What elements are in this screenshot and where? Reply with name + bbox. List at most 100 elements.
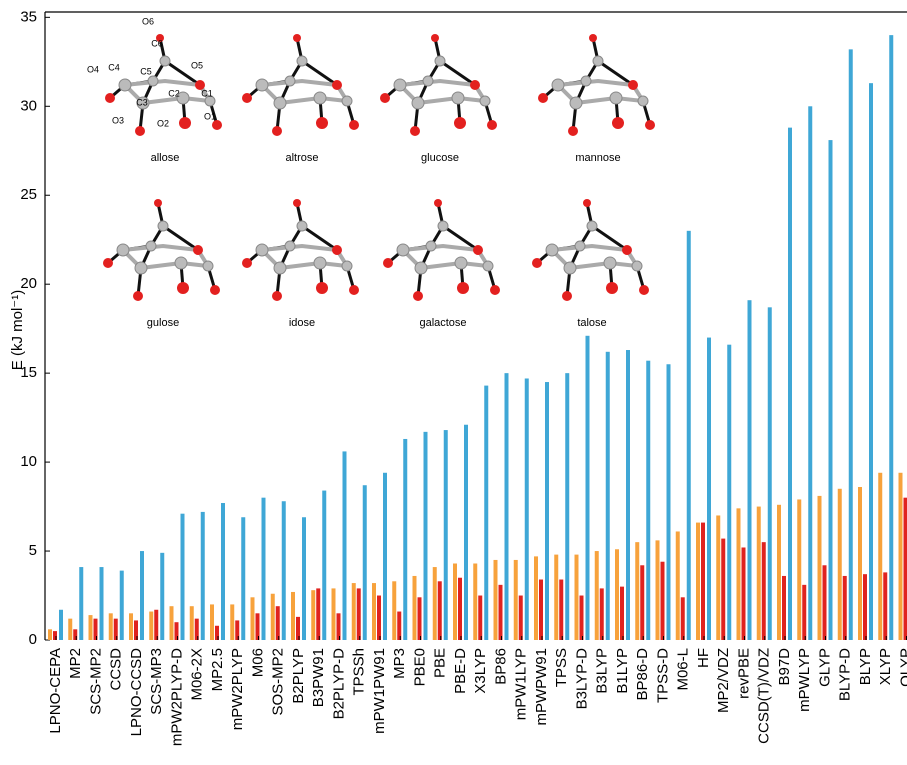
x-tick-label: PBE-D (452, 648, 469, 694)
bar (255, 613, 260, 640)
x-tick-label: B3PW91 (310, 648, 327, 707)
molecule (101, 197, 222, 303)
bar (392, 581, 397, 640)
bar (788, 127, 792, 640)
bar (615, 549, 619, 640)
bar (782, 575, 786, 640)
bar (322, 490, 327, 640)
bar (626, 350, 630, 640)
bar (498, 584, 503, 640)
x-tick-label: M06-L (675, 648, 692, 691)
bar (291, 591, 295, 640)
bar (113, 618, 118, 640)
bar (599, 588, 604, 640)
bar (767, 307, 772, 640)
inset-label: mannose (575, 152, 620, 164)
bar (756, 506, 761, 640)
bar (797, 499, 802, 640)
bar (99, 567, 104, 640)
x-tick-label: M06 (249, 648, 266, 677)
bar (478, 595, 483, 640)
x-tick-label: HF (695, 648, 712, 668)
atom-label: O3 (112, 115, 124, 125)
bar (680, 597, 685, 640)
bar (655, 540, 660, 640)
bar (134, 620, 138, 640)
x-tick-label: B2PLYP (290, 648, 307, 704)
y-tick-label: 10 (20, 453, 37, 470)
inset-label: galactose (419, 317, 466, 329)
bar (351, 583, 356, 640)
bar (534, 556, 538, 640)
bar (696, 522, 700, 640)
x-tick-label: B1LYP (614, 648, 631, 694)
bar (140, 551, 144, 640)
x-tick-label: PBE0 (411, 648, 428, 686)
atom-label: O4 (87, 64, 99, 74)
x-tick-label: X3LYP (472, 648, 489, 694)
y-tick-label: 15 (20, 364, 37, 381)
bar (513, 559, 518, 640)
x-tick-label: TPSS-D (654, 648, 671, 703)
y-axis-label: E (kJ mol⁻¹) (9, 290, 26, 370)
x-tick-label: mPW1LYP (513, 648, 530, 720)
bar (210, 604, 214, 640)
x-tick-label: BLYP (857, 648, 874, 685)
axes (44, 11, 907, 640)
inset-label: glucose (421, 152, 459, 164)
bar (721, 538, 726, 640)
bar (180, 513, 185, 640)
bar (275, 606, 280, 640)
x-tick-label: XLYP (877, 648, 894, 685)
bar (903, 497, 907, 640)
bar (453, 563, 457, 640)
bar (863, 574, 867, 640)
x-tick-label: mPW2PLYP-D (168, 648, 185, 746)
bar (594, 551, 599, 640)
x-tick-label: M06-2X (189, 648, 206, 701)
x-tick-label: OLYP (897, 648, 907, 687)
bar (808, 106, 813, 641)
bar (777, 504, 781, 640)
atom-label: C2 (168, 88, 180, 98)
x-tick-label: CCSD(T)/VDZ (756, 648, 773, 744)
atom-label: O6 (142, 16, 154, 26)
molecule (536, 32, 657, 138)
bar (707, 337, 711, 640)
bar (837, 488, 842, 640)
bar (235, 620, 240, 640)
y-tick-label: 25 (20, 186, 37, 203)
bar (189, 606, 194, 640)
x-tick-label: B97D (776, 648, 793, 686)
bar (88, 615, 93, 640)
x-tick-label: mPWPW91 (533, 648, 550, 726)
bar (215, 625, 219, 640)
bar (559, 579, 564, 640)
bar (545, 382, 549, 640)
bar (524, 378, 529, 640)
inset-label: talose (577, 317, 606, 329)
bar (473, 563, 478, 640)
bar (79, 567, 84, 640)
bar (53, 631, 57, 640)
bar (883, 572, 888, 640)
x-tick-label: PBE (432, 648, 449, 678)
bar (68, 618, 73, 640)
bar (412, 575, 417, 640)
molecule (530, 197, 651, 303)
x-tick-label: CCSD (108, 648, 125, 691)
bar (221, 503, 225, 640)
bar (620, 586, 624, 640)
bar (311, 590, 316, 640)
bar (200, 511, 205, 640)
bar (59, 609, 63, 640)
x-tick-label: revPBE (735, 648, 752, 699)
bar (579, 595, 584, 640)
inset-label: altrose (285, 152, 318, 164)
bar (443, 430, 448, 640)
bar (194, 618, 199, 640)
bar (539, 579, 543, 640)
bar (119, 570, 124, 640)
x-tick-label: LPNO-CEPA (47, 648, 64, 734)
molecule (240, 197, 361, 303)
